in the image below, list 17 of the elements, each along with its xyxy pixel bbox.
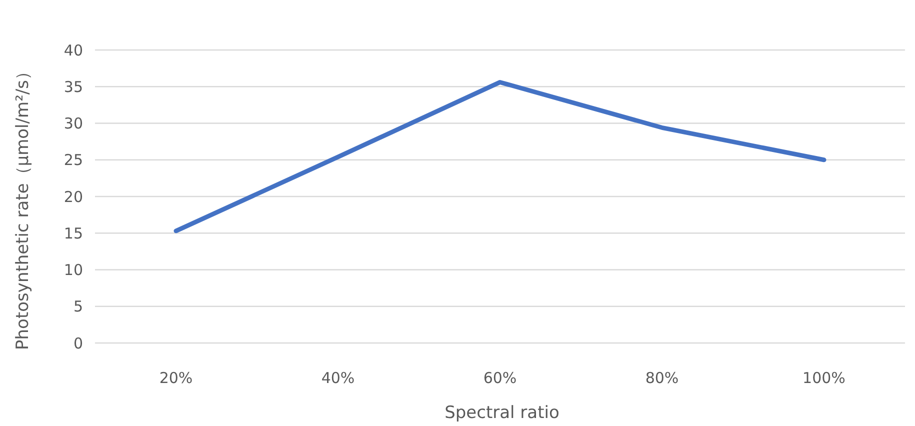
y-tick-label: 5 bbox=[73, 298, 83, 316]
y-axis-title: Photosynthetic rate（μmol/m²/s） bbox=[13, 63, 33, 350]
x-tick-label: 40% bbox=[321, 369, 355, 387]
x-axis-title: Spectral ratio bbox=[444, 403, 560, 423]
y-tick-label: 30 bbox=[64, 114, 83, 132]
line-series bbox=[174, 80, 826, 234]
x-tick-label: 100% bbox=[802, 369, 846, 387]
y-tick-label: 25 bbox=[64, 151, 83, 170]
x-tick-label: 60% bbox=[483, 369, 517, 387]
x-tick-label: 80% bbox=[645, 369, 679, 387]
y-tick-label: 0 bbox=[73, 334, 83, 352]
y-tick-label: 10 bbox=[64, 261, 83, 279]
y-tick-label: 35 bbox=[64, 78, 83, 96]
y-tick-label: 15 bbox=[64, 224, 83, 242]
y-tick-label: 20 bbox=[64, 188, 83, 206]
y-tick-label: 40 bbox=[64, 41, 83, 60]
x-tick-label: 20% bbox=[159, 369, 193, 387]
